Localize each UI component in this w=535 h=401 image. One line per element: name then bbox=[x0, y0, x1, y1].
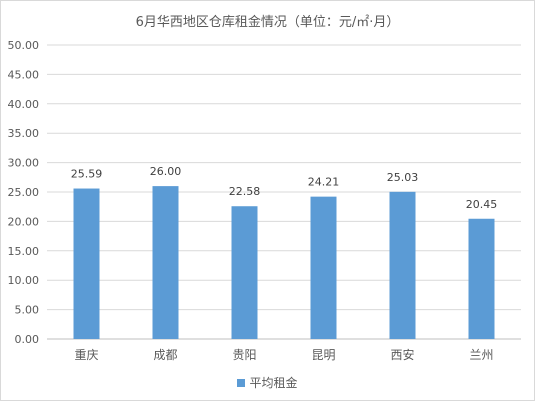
y-tick-label: 20.00 bbox=[8, 215, 40, 228]
data-label: 25.03 bbox=[387, 171, 419, 184]
y-tick-label: 30.00 bbox=[8, 157, 40, 170]
bar bbox=[468, 218, 495, 339]
legend-label: 平均租金 bbox=[249, 376, 298, 390]
y-tick-label: 45.00 bbox=[8, 68, 40, 81]
x-tick-label: 兰州 bbox=[469, 348, 493, 362]
bar bbox=[152, 186, 179, 339]
x-tick-label: 西安 bbox=[390, 347, 414, 362]
y-tick-label: 40.00 bbox=[8, 98, 40, 111]
y-tick-label: 0.00 bbox=[15, 333, 40, 346]
bar bbox=[73, 188, 100, 339]
data-label: 25.59 bbox=[71, 168, 103, 181]
y-tick-label: 5.00 bbox=[15, 304, 40, 317]
legend-swatch bbox=[237, 378, 246, 387]
x-tick-label: 昆明 bbox=[311, 348, 335, 362]
y-tick-label: 15.00 bbox=[8, 245, 40, 258]
chart-title: 6月华西地区仓库租金情况（单位：元/㎡·月） bbox=[135, 15, 400, 30]
y-tick-label: 50.00 bbox=[8, 39, 40, 52]
x-tick-label: 成都 bbox=[153, 348, 177, 362]
data-label: 24.21 bbox=[308, 176, 340, 189]
data-label: 26.00 bbox=[150, 165, 182, 178]
y-tick-label: 25.00 bbox=[8, 186, 40, 199]
x-tick-label: 重庆 bbox=[74, 348, 98, 362]
y-tick-label: 10.00 bbox=[8, 274, 40, 287]
x-tick-label: 贵阳 bbox=[232, 348, 256, 362]
bar bbox=[310, 196, 337, 339]
data-label: 22.58 bbox=[229, 185, 261, 198]
bar bbox=[389, 191, 416, 339]
bar bbox=[231, 206, 258, 339]
y-tick-label: 35.00 bbox=[8, 127, 40, 140]
data-label: 20.45 bbox=[466, 198, 498, 211]
chart-legend: 平均租金 bbox=[1, 374, 534, 391]
